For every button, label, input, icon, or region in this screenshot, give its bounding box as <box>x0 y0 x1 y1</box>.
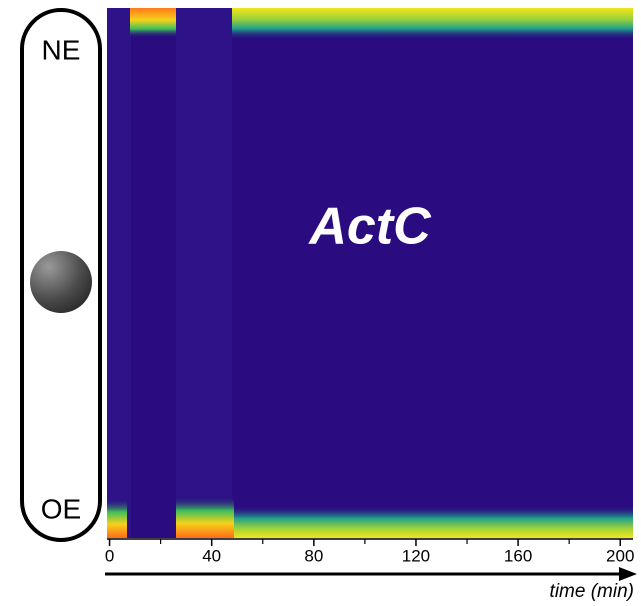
figure: NE OE ActC 0 40 80 120 160 200 time (min) <box>0 0 641 606</box>
x-tick-label: 120 <box>402 546 430 565</box>
heatmap-band <box>107 498 127 538</box>
heatmap <box>107 8 633 538</box>
chart-title: ActC <box>307 198 432 256</box>
x-ticks: 0 40 80 120 160 200 <box>105 539 635 565</box>
row-label-bottom: OE <box>41 493 81 524</box>
heatmap-band <box>176 496 234 538</box>
heatmap-band <box>130 8 176 38</box>
page: {"chart_data": {"type": "heatmap", "titl… <box>0 0 641 606</box>
nucleus <box>30 251 92 313</box>
heatmap-band <box>232 8 633 40</box>
x-tick-label: 200 <box>606 546 634 565</box>
heatmap-stripe <box>176 8 232 538</box>
row-label-top: NE <box>42 34 81 65</box>
x-tick-label: 0 <box>105 546 114 565</box>
time-arrowhead <box>619 567 637 581</box>
x-tick-label: 80 <box>304 546 323 565</box>
heatmap-stripe <box>107 8 131 538</box>
x-axis-label: time (min) <box>550 581 634 602</box>
x-tick-label: 40 <box>202 546 221 565</box>
x-tick-label: 160 <box>504 546 532 565</box>
heatmap-band <box>234 505 633 538</box>
